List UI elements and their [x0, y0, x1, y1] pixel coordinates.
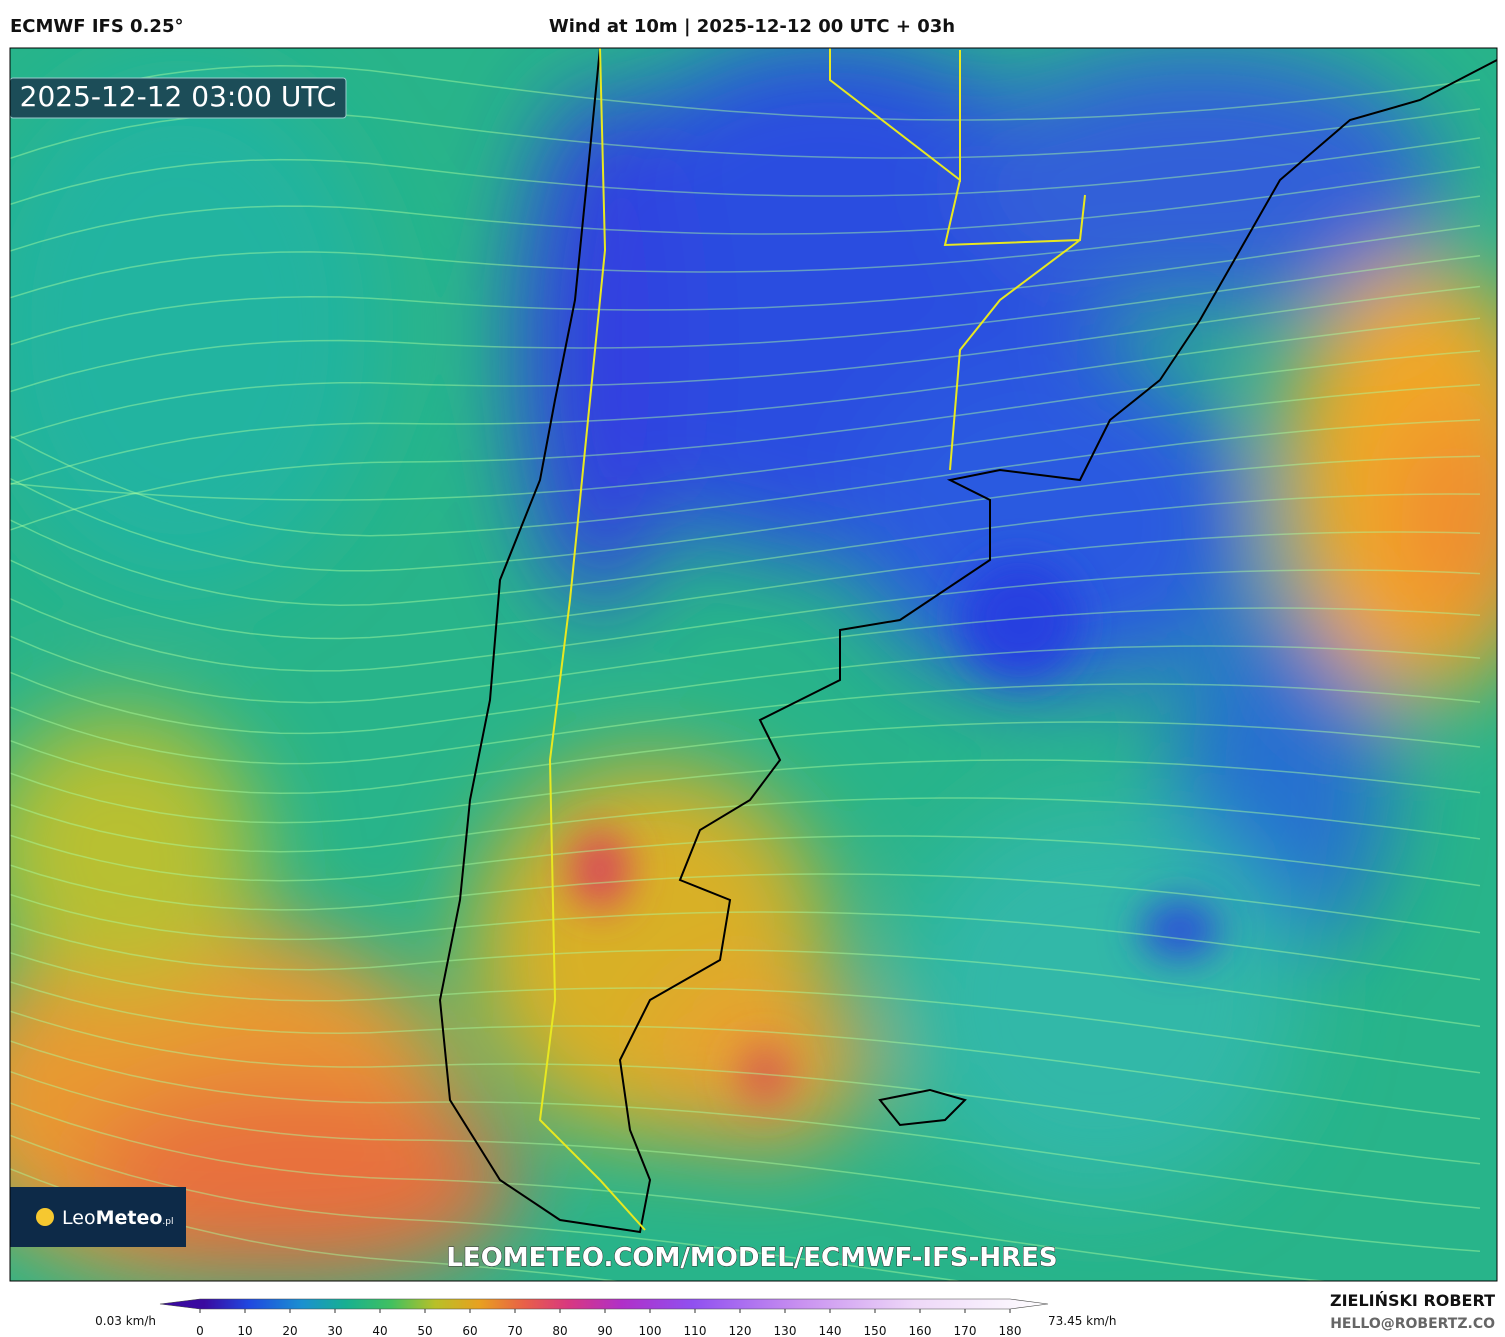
streamline [10, 864, 1481, 934]
streamline [10, 893, 1481, 981]
colorbar-tick-label: 110 [684, 1324, 707, 1337]
streamline [10, 1010, 1481, 1165]
map-frame [9, 47, 1498, 1282]
streamline [10, 834, 1481, 887]
streamline [10, 195, 1481, 299]
streamline [10, 683, 1481, 765]
streamline [10, 797, 1481, 853]
colorbar-min: 0.03 km/h [95, 1314, 156, 1328]
colorbar-tick-label: 40 [372, 1324, 387, 1337]
logo-light: Leo [62, 1207, 96, 1229]
colorbar [159, 1298, 1049, 1310]
streamline [10, 1134, 964, 1281]
streamline [10, 922, 1481, 1028]
colorbar-tick-label: 130 [774, 1324, 797, 1337]
wind-maxima [570, 560, 1220, 1105]
streamline [10, 1168, 622, 1281]
streamline [10, 721, 1481, 795]
colorbar-tick-label: 0 [196, 1324, 204, 1337]
falkland-islands [878, 1088, 967, 1127]
streamline [10, 350, 1481, 531]
streamline [10, 384, 1481, 501]
colorbar-tick-label: 160 [909, 1324, 932, 1337]
logo-bold: Meteo [96, 1207, 163, 1229]
colorbar-tick-label: 100 [639, 1324, 662, 1337]
colorbar-tick-label: 120 [729, 1324, 752, 1337]
coastline [438, 48, 1497, 1234]
streamline [10, 645, 1481, 735]
streamline [10, 419, 1481, 537]
streamline [10, 493, 1481, 606]
colorbar-tick-label: 70 [507, 1324, 522, 1337]
watermark: LEOMETEO.COM/MODEL/ECMWF-IFS-HRES [446, 1243, 1057, 1273]
model-name: ECMWF IFS 0.25° [10, 16, 183, 37]
colorbar-ticks: 0 10 20 30 40 50 60 70 80 90 100 110 120 130 140 150 160… [196, 1309, 1021, 1337]
colorbar-tick-label: 180 [999, 1324, 1022, 1337]
timestamp-box [10, 77, 347, 119]
streamline [10, 137, 1481, 206]
logo-suffix: .pl [162, 1217, 173, 1227]
streamline [10, 607, 1481, 704]
streamline [10, 317, 1481, 486]
colorbar-tick-label: 20 [282, 1324, 297, 1337]
map-area: 2025-12-12 03:00 UTC LeoMeteo.pl LEOMETE… [10, 48, 1497, 1281]
colorbar-tick-label: 80 [552, 1324, 567, 1337]
streamline [10, 166, 1481, 252]
streamline [10, 1102, 1330, 1281]
streamline [10, 531, 1481, 640]
country-border [538, 48, 646, 1231]
logo-text: LeoMeteo.pl [62, 1207, 173, 1229]
country-border [829, 48, 1086, 471]
streamline [10, 569, 1481, 672]
author: ZIELIŃSKI ROBERT [1330, 1291, 1495, 1310]
streamline [10, 455, 1481, 572]
logo-sun [36, 1208, 54, 1226]
colorbar-max: 73.45 km/h [1048, 1314, 1116, 1328]
email: HELLO@ROBERTZ.CO [1330, 1316, 1495, 1332]
map-title: Wind at 10m | 2025-12-12 00 UTC + 03h [549, 16, 955, 37]
colorbar-tick-label: 50 [417, 1324, 432, 1337]
streamline [10, 285, 1481, 440]
streamline [10, 254, 1481, 393]
colorbar-tick-label: 90 [597, 1324, 612, 1337]
streamline [10, 1040, 1481, 1209]
colorbar-tick-label: 170 [954, 1324, 977, 1337]
colorbar-tick-label: 30 [327, 1324, 342, 1337]
colorbar-tick-label: 140 [819, 1324, 842, 1337]
streamline [10, 759, 1481, 824]
timestamp: 2025-12-12 03:00 UTC [20, 80, 337, 113]
streamline [10, 65, 1481, 121]
streamline [10, 951, 1481, 1074]
colorbar-tick-label: 150 [864, 1324, 887, 1337]
colorbar-tick-label: 60 [462, 1324, 477, 1337]
colorbar-tick-label: 10 [237, 1324, 252, 1337]
streamline [10, 981, 1481, 1120]
streamline [10, 1070, 1481, 1253]
